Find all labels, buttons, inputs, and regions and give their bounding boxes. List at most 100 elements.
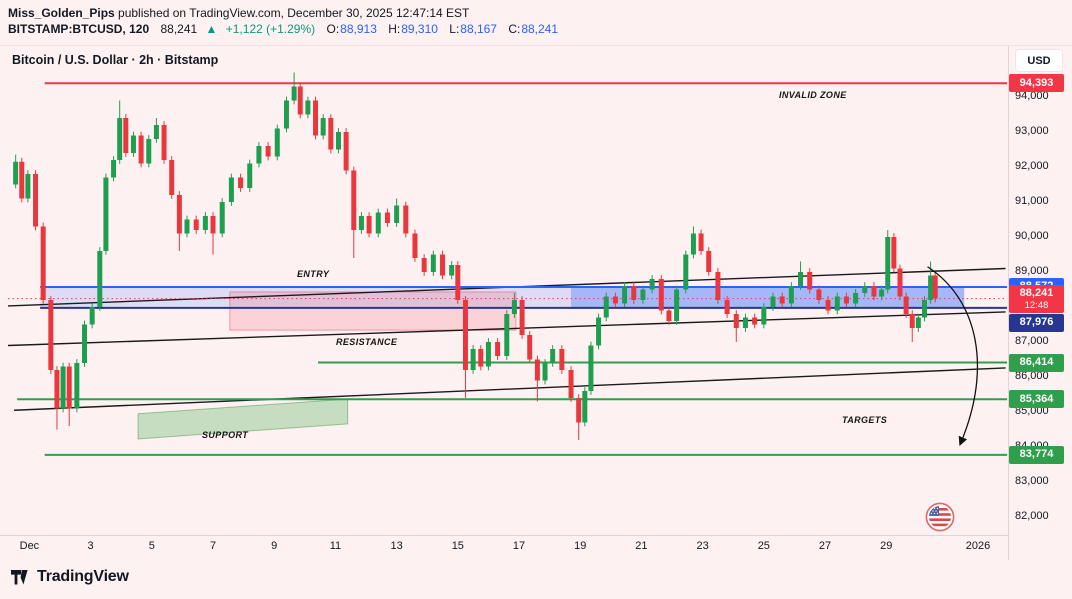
- support-zone: [137, 398, 349, 440]
- candle-body: [603, 296, 609, 318]
- candle-body: [550, 349, 556, 363]
- candle-body: [666, 310, 672, 321]
- candle-body: [193, 219, 199, 230]
- close-value: 88,241: [521, 22, 559, 36]
- candle-body: [733, 314, 739, 328]
- resistance-zone: [229, 291, 517, 331]
- candle-body: [89, 307, 95, 325]
- candle-body: [54, 370, 60, 409]
- price-tick: 90,000: [1015, 230, 1049, 242]
- candle-body: [542, 363, 548, 381]
- candle-body: [640, 289, 646, 300]
- publisher-name[interactable]: Miss_Golden_Pips: [8, 6, 115, 20]
- candle-body: [612, 296, 618, 304]
- candle-body: [430, 254, 436, 272]
- candle-body: [238, 177, 244, 188]
- price-tick: 93,000: [1015, 125, 1049, 137]
- candle-body: [66, 366, 72, 409]
- candle-body: [576, 398, 582, 423]
- candle-body: [184, 219, 190, 234]
- open-label: O:: [326, 22, 340, 36]
- candle-body: [74, 363, 80, 409]
- tradingview-mark-icon: [11, 570, 28, 585]
- candle-body: [511, 300, 517, 314]
- candle-body: [588, 345, 594, 391]
- candle-body: [219, 202, 225, 234]
- candle-body: [788, 286, 794, 304]
- candle-body: [130, 135, 136, 153]
- candle-body: [343, 132, 349, 171]
- candle-body: [291, 86, 297, 101]
- candle-body: [658, 279, 664, 311]
- candle-body: [816, 289, 822, 300]
- candle-body: [698, 233, 704, 251]
- price-tick: 83,000: [1015, 475, 1049, 487]
- candle-body: [921, 300, 927, 318]
- candle-body: [932, 275, 938, 299]
- change-up-arrow-icon: ▲: [205, 22, 218, 36]
- candle-body: [534, 359, 540, 381]
- candle-body: [366, 216, 372, 234]
- candle-body: [862, 286, 868, 293]
- price-change: +1,122 (+1.29%): [225, 22, 316, 36]
- currency-toggle-button[interactable]: USD: [1016, 50, 1062, 71]
- price-level-label: 94,393: [1009, 74, 1064, 93]
- candle-body: [19, 161, 25, 199]
- candle-body: [335, 132, 341, 150]
- candle-body: [455, 265, 461, 300]
- price-level-label: 87,976: [1009, 313, 1064, 332]
- candle-body: [320, 118, 326, 136]
- last-price: 88,241: [160, 22, 198, 36]
- low-value: 88,167: [460, 22, 497, 36]
- candle-body: [103, 177, 109, 251]
- symbol-interval: BITSTAMP:BTCUSD, 120: [8, 22, 150, 36]
- candle-body: [228, 177, 234, 202]
- header-divider: [0, 45, 1072, 46]
- candle-body: [82, 324, 87, 363]
- candle-body: [559, 349, 565, 370]
- symbol-ohlc-row: BITSTAMP:BTCUSD, 120 88,241 ▲ +1,122 (+1…: [8, 22, 558, 36]
- candle-body: [146, 139, 152, 164]
- candle-body: [421, 258, 427, 272]
- candle-body: [928, 275, 934, 300]
- candle-body: [909, 314, 915, 328]
- entry-zone: [40, 286, 965, 308]
- low-label: L:: [449, 22, 460, 36]
- candle-body: [622, 286, 628, 304]
- candle-body: [834, 296, 840, 311]
- close-label: C:: [508, 22, 521, 36]
- high-label: H:: [388, 22, 401, 36]
- chart-legend[interactable]: Bitcoin / U.S. Dollar · 2h · Bitstamp: [12, 53, 219, 67]
- candle-body: [798, 272, 804, 286]
- price-level-label: 88,241 12:48: [1009, 284, 1064, 313]
- candle-body: [582, 391, 588, 423]
- price-tick: 82,000: [1015, 510, 1049, 522]
- candle-body: [265, 146, 271, 157]
- candle-body: [807, 272, 813, 290]
- tradingview-wordmark: TradingView: [37, 568, 129, 585]
- annotation-entry: ENTRY: [297, 269, 330, 279]
- tradingview-logo[interactable]: TradingView: [10, 567, 129, 587]
- candle-body: [470, 349, 476, 370]
- candle-body: [48, 300, 54, 370]
- candle-body: [519, 300, 525, 335]
- candle-body: [504, 314, 510, 356]
- candle-body: [649, 279, 655, 290]
- candle-body: [60, 366, 66, 409]
- candle-body: [169, 160, 175, 195]
- candle-body: [897, 268, 903, 297]
- candle-body: [885, 237, 891, 290]
- candle-body: [13, 161, 19, 185]
- price-tick: 87,000: [1015, 335, 1049, 347]
- price-axis[interactable]: 94,000 93,000 92,000 91,000 90,000 89,000 87,0…: [1008, 0, 1072, 599]
- candle-body: [247, 163, 253, 188]
- candle-body: [375, 212, 381, 234]
- candle-body: [449, 265, 455, 276]
- candle-body: [351, 170, 357, 230]
- candle-body: [283, 100, 289, 129]
- candle-body: [879, 289, 885, 297]
- time-axis-border: [0, 535, 1008, 536]
- channel-lower: [14, 367, 1006, 411]
